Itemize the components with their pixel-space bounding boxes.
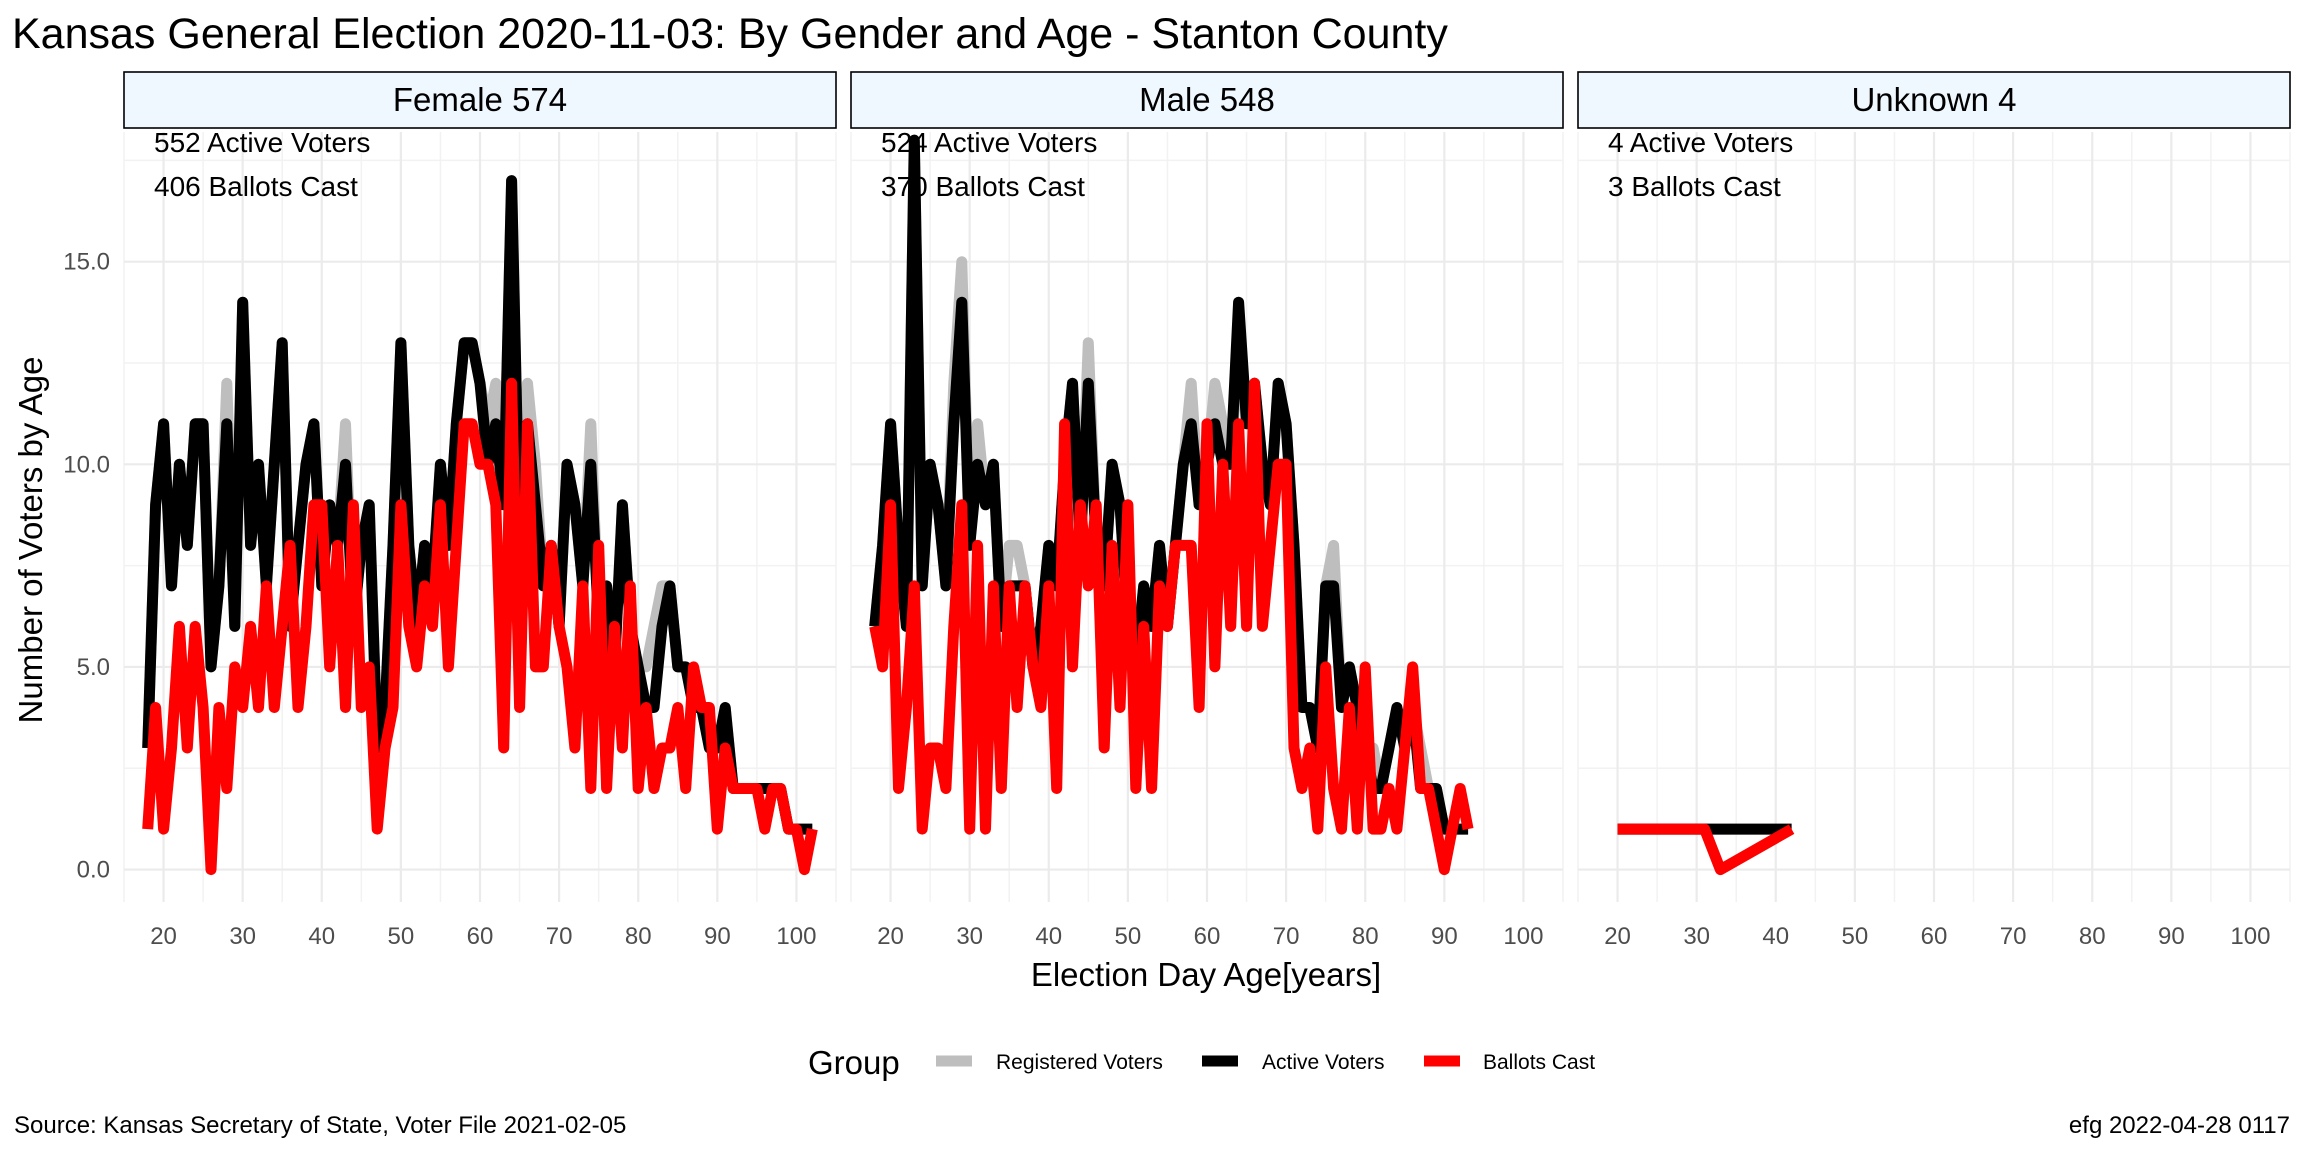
facet-strip <box>123 71 837 129</box>
source-caption: Source: Kansas Secretary of State, Voter… <box>14 1112 626 1139</box>
x-tick-label: 40 <box>308 923 335 950</box>
y-tick-label: 10.0 <box>63 451 110 478</box>
x-tick-label: 40 <box>1762 923 1789 950</box>
facet-strip <box>850 71 1564 129</box>
x-tick-label: 50 <box>1842 923 1869 950</box>
x-tick-label: 50 <box>388 923 415 950</box>
chart-title: Kansas General Election 2020-11-03: By G… <box>12 10 1448 58</box>
x-tick-label: 70 <box>1273 923 1300 950</box>
x-tick-label: 60 <box>467 923 494 950</box>
x-tick-label: 90 <box>704 923 731 950</box>
x-tick-label: 80 <box>1352 923 1379 950</box>
x-tick-label: 40 <box>1035 923 1062 950</box>
x-tick-label: 60 <box>1921 923 1948 950</box>
facet-panels: Female 574 552 Active Voters 406 Ballots C… <box>63 71 2291 950</box>
x-tick-label: 90 <box>2158 923 2185 950</box>
x-tick-label: 70 <box>546 923 573 950</box>
x-tick-label: 20 <box>877 923 904 950</box>
y-tick-label: 5.0 <box>77 654 110 681</box>
series-line-ballots <box>142 377 818 876</box>
x-tick-label: 60 <box>1194 923 1221 950</box>
x-tick-label: 70 <box>2000 923 2027 950</box>
active-voters-note: 552 Active Voters <box>154 127 370 158</box>
series-line-ballots <box>869 377 1474 876</box>
y-tick-label: 15.0 <box>63 249 110 276</box>
facet-strip-label: Unknown 4 <box>1851 81 2016 118</box>
ballots-cast-note: 3 Ballots Cast <box>1608 171 1781 202</box>
x-tick-label: 50 <box>1115 923 1142 950</box>
x-tick-label: 90 <box>1431 923 1458 950</box>
y-tick-label: 0.0 <box>77 857 110 884</box>
x-tick-label: 100 <box>1503 923 1543 950</box>
legend-label-active: Active Voters <box>1262 1051 1385 1074</box>
x-tick-label: 20 <box>150 923 177 950</box>
x-tick-label: 30 <box>956 923 983 950</box>
ballots-cast-note: 370 Ballots Cast <box>881 171 1085 202</box>
facet-strip-label: Male 548 <box>1139 81 1275 118</box>
x-tick-label: 80 <box>625 923 652 950</box>
active-voters-note: 4 Active Voters <box>1608 127 1793 158</box>
x-tick-label: 30 <box>229 923 256 950</box>
x-axis-label: Election Day Age[years] <box>1031 956 1381 993</box>
y-axis-label: Number of Voters by Age <box>12 357 49 724</box>
x-tick-label: 20 <box>1604 923 1631 950</box>
facet-strip-label: Female 574 <box>393 81 567 118</box>
ballots-cast-note: 406 Ballots Cast <box>154 171 358 202</box>
x-tick-label: 100 <box>2230 923 2270 950</box>
legend: Group Registered Voters Active Voters Ba… <box>808 1044 1595 1081</box>
x-tick-label: 100 <box>776 923 816 950</box>
panel-2: Male 548 524 Active Voters 370 Ballots Cas… <box>850 71 1564 950</box>
panel-1: Female 574 552 Active Voters 406 Ballots C… <box>63 71 837 950</box>
legend-title: Group <box>808 1044 900 1081</box>
timestamp-caption: efg 2022-04-28 0117 <box>2069 1112 2290 1139</box>
legend-label-registered: Registered Voters <box>996 1051 1163 1074</box>
legend-label-ballots: Ballots Cast <box>1483 1051 1595 1074</box>
panel-3: Unknown 4 4 Active Voters 3 Ballots Cast 20… <box>1577 71 2291 950</box>
series-line-ballots <box>1617 823 1795 876</box>
facet-strip <box>1577 71 2291 129</box>
active-voters-note: 524 Active Voters <box>881 127 1097 158</box>
x-tick-label: 80 <box>2079 923 2106 950</box>
x-tick-label: 30 <box>1683 923 1710 950</box>
